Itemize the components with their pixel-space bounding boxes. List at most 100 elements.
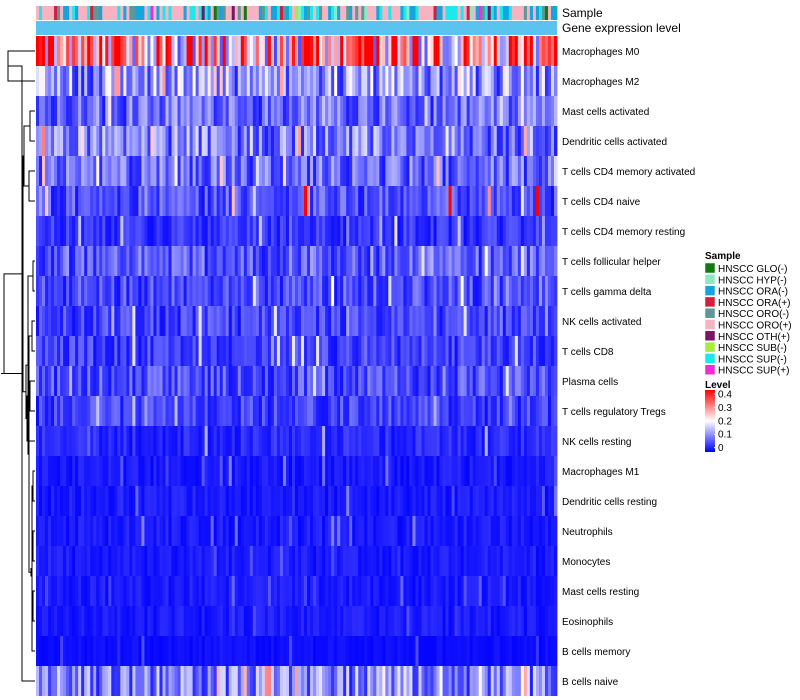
heatmap-cell [36,36,40,66]
heatmap-cell [57,306,61,336]
heatmap-cell [328,546,332,576]
heatmap-cell [481,486,486,516]
heatmap-cell [544,336,549,366]
heatmap-cell [114,396,118,426]
dendrogram-branch [29,380,35,412]
heatmap-cell [180,246,184,276]
heatmap-cell [346,636,350,666]
heatmap-cell [258,186,263,216]
heatmap-cell [192,456,197,486]
heatmap-cell [403,636,407,666]
heatmap-cell [189,546,193,576]
heatmap-cell [81,396,85,426]
heatmap-cell [427,156,431,186]
heatmap-cell [553,426,558,456]
heatmap-cell [541,246,546,276]
heatmap-cell [111,456,115,486]
heatmap-cell [358,546,362,576]
heatmap-cell [343,126,347,156]
heatmap-cell [204,486,209,516]
heatmap-cell [279,456,284,486]
sample-annotation-cell [201,6,206,20]
heatmap-cell [90,666,94,696]
heatmap-cell [237,546,242,576]
heatmap-cell [466,366,471,396]
heatmap-cell [391,366,395,396]
heatmap-cell [258,576,263,606]
heatmap-cell [544,396,549,426]
heatmap-cell [135,36,139,66]
heatmap-cell [490,306,495,336]
heatmap-cell [553,516,558,546]
heatmap-cell [141,66,145,96]
heatmap-cell [267,426,272,456]
heatmap-cell [270,336,275,366]
heatmap-cell [183,666,187,696]
heatmap-cell [114,66,118,96]
heatmap-cell [60,516,64,546]
heatmap-cell [448,36,452,66]
heatmap-cell [276,36,281,66]
heatmap-cell [84,576,88,606]
heatmap-cell [487,216,492,246]
heatmap-cell [436,606,440,636]
heatmap-cell [385,516,389,546]
heatmap-cell [114,246,118,276]
heatmap-cell [415,666,419,696]
heatmap-cell [84,336,88,366]
heatmap-cell [237,66,242,96]
heatmap-cell [270,486,275,516]
heatmap-cell [246,396,251,426]
heatmap-cell [499,306,504,336]
heatmap-cell [78,216,82,246]
heatmap-cell [270,366,275,396]
heatmap-cell [255,546,260,576]
heatmap-cell [457,66,462,96]
heatmap-cell [48,666,52,696]
heatmap-cell [415,546,419,576]
heatmap-cell [361,576,365,606]
heatmap-cell [508,126,513,156]
heatmap-cell [442,666,446,696]
heatmap-cell [424,156,428,186]
heatmap-cell [294,276,299,306]
heatmap-cell [484,66,489,96]
heatmap-cell [111,666,115,696]
heatmap-cell [150,486,154,516]
heatmap-cell [120,306,124,336]
heatmap-cell [301,306,305,336]
heatmap-cell [42,336,46,366]
heatmap-cell [150,216,154,246]
heatmap-cell [361,516,365,546]
heatmap-cell [349,276,353,306]
heatmap-cell [526,36,531,66]
heatmap-cell [448,456,452,486]
heatmap-cell [237,486,242,516]
sample-annotation-cell [454,6,459,20]
sample-annotation-cell [430,6,434,20]
heatmap-cell [180,366,184,396]
heatmap-cell [66,366,70,396]
heatmap-cell [249,96,254,126]
heatmap-cell [310,576,314,606]
heatmap-cell [544,426,549,456]
heatmap-cell [231,66,236,96]
heatmap-cell [487,516,492,546]
heatmap-cell [51,306,55,336]
heatmap-cell [159,606,163,636]
heatmap-cell [204,426,209,456]
heatmap-cell [57,126,61,156]
heatmap-cell [102,96,106,126]
heatmap-cell [249,606,254,636]
heatmap-cell [69,486,73,516]
heatmap-cell [48,216,52,246]
row-label: Neutrophils [562,527,613,538]
heatmap-cell [240,426,245,456]
heatmap-cell [319,246,323,276]
sample-annotation-cell [255,6,260,20]
heatmap-cell [258,126,263,156]
heatmap-cell [150,126,154,156]
heatmap-cell [316,396,320,426]
heatmap-cell [334,126,338,156]
heatmap-cell [273,546,278,576]
